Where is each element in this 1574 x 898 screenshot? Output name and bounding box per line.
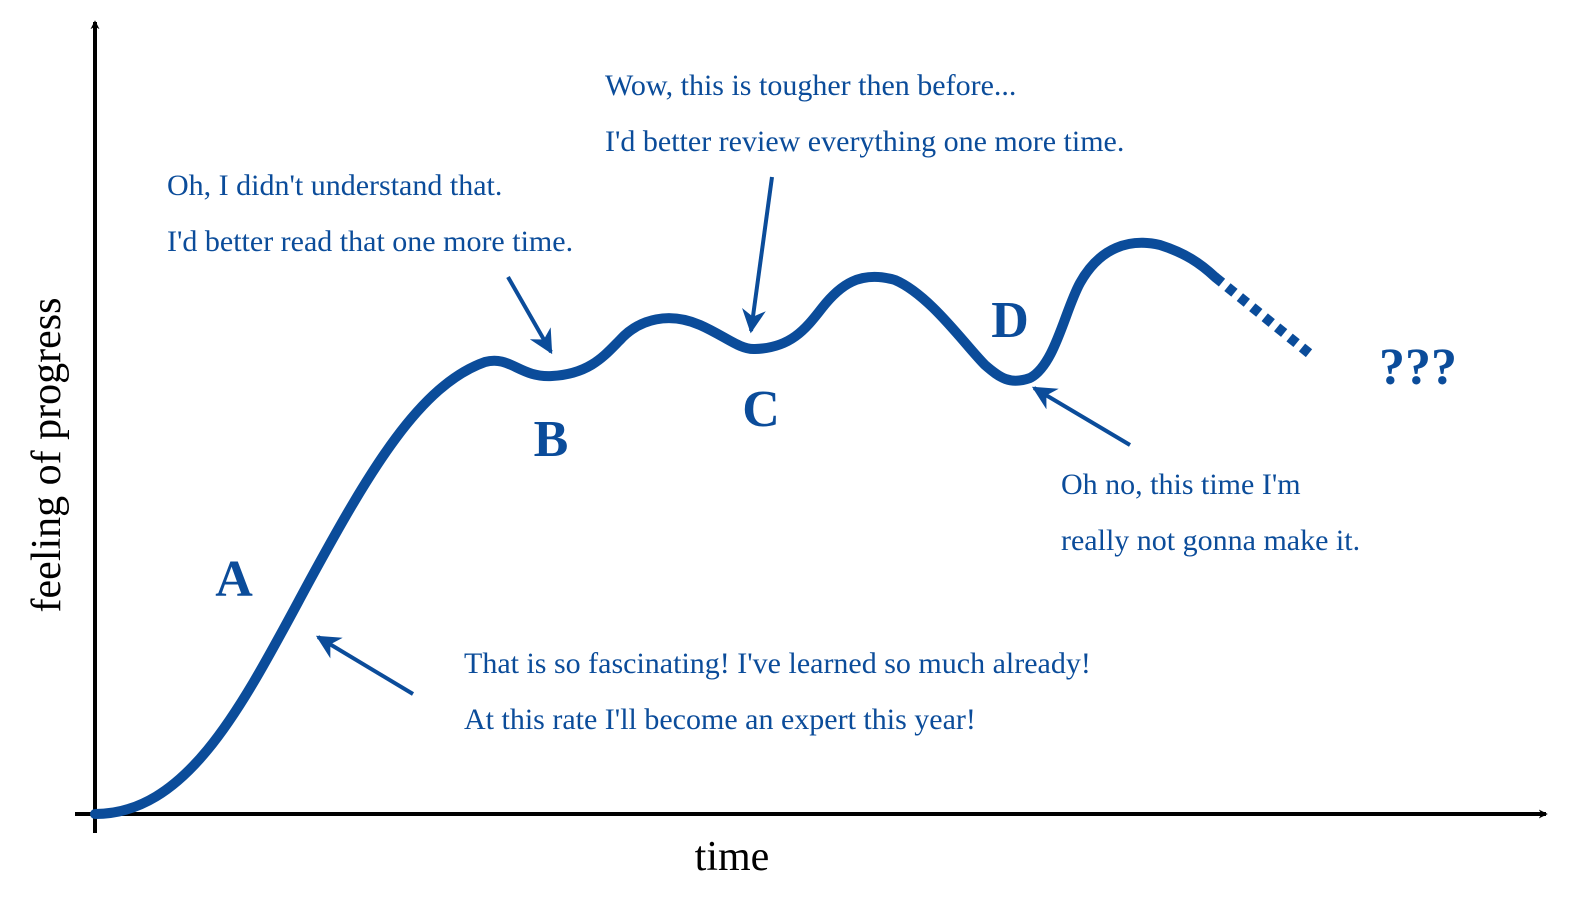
point-d-label: D: [991, 292, 1029, 349]
note-b-line1: Oh, I didn't understand that.: [167, 169, 502, 202]
note-d-line2: really not gonna make it.: [1061, 524, 1360, 557]
note-a-arrow: [315, 635, 415, 696]
note-b-arrow: [506, 276, 553, 355]
note-c-line1: Wow, this is tougher then before...: [605, 69, 1016, 102]
note-a-line2: At this rate I'll become an expert this …: [464, 703, 976, 736]
note-d-arrow: [1031, 386, 1132, 447]
y-axis-label: feeling of progress: [24, 298, 70, 613]
x-axis-label: time: [695, 834, 770, 880]
note-c-line2: I'd better review everything one more ti…: [605, 125, 1124, 158]
point-c-label: C: [742, 381, 780, 438]
progress-curve-continuation: [1211, 273, 1314, 358]
progress-curve: [90, 237, 1220, 819]
unknown-future-label: ???: [1379, 339, 1457, 396]
point-b-label: B: [534, 411, 569, 468]
note-c-arrow: [742, 176, 774, 334]
point-a-label: A: [215, 551, 253, 608]
note-d-line1: Oh no, this time I'm: [1061, 468, 1301, 501]
note-a-line1: That is so fascinating! I've learned so …: [464, 647, 1091, 680]
note-b-line2: I'd better read that one more time.: [167, 225, 573, 258]
